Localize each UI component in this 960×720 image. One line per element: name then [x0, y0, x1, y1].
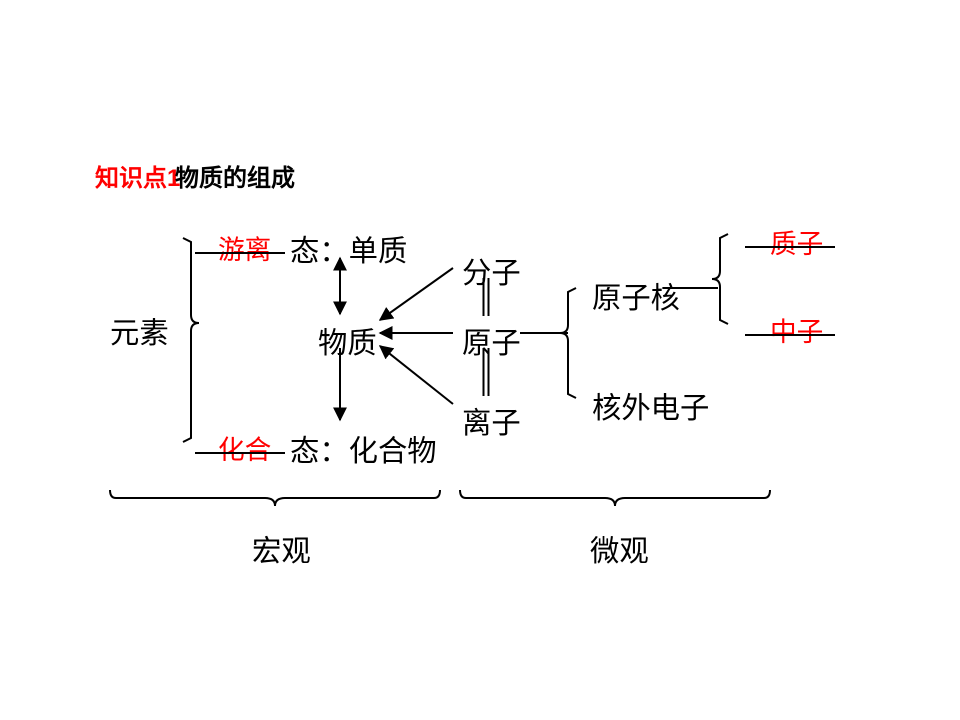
node-tai-huahewu: 态：化合物 [290, 428, 437, 470]
node-element: 元素 [110, 310, 169, 352]
node-fenzi: 分子 [462, 250, 521, 292]
node-hewai: 核外电子 [592, 385, 709, 427]
node-zhongzi: 中子 [770, 310, 823, 349]
node-yuanzihe: 原子核 [592, 275, 680, 317]
node-lizi: 离子 [462, 400, 521, 442]
node-huahe: 化合 [218, 428, 271, 467]
diagram-stage: 知识点1 物质的组成 元素 游离 态：单质 物质 化合 态：化合物 分子 原子 … [0, 0, 960, 720]
node-zhizi: 质子 [770, 222, 823, 261]
title-prefix: 知识点1 [95, 158, 180, 193]
node-yuanzi: 原子 [462, 320, 521, 362]
node-tai-danzhi: 态：单质 [290, 228, 407, 270]
title-main: 物质的组成 [175, 158, 295, 193]
node-matter: 物质 [318, 320, 377, 362]
node-hongguan: 宏观 [252, 528, 311, 570]
node-weiguan: 微观 [590, 528, 649, 570]
node-youli: 游离 [218, 228, 271, 267]
